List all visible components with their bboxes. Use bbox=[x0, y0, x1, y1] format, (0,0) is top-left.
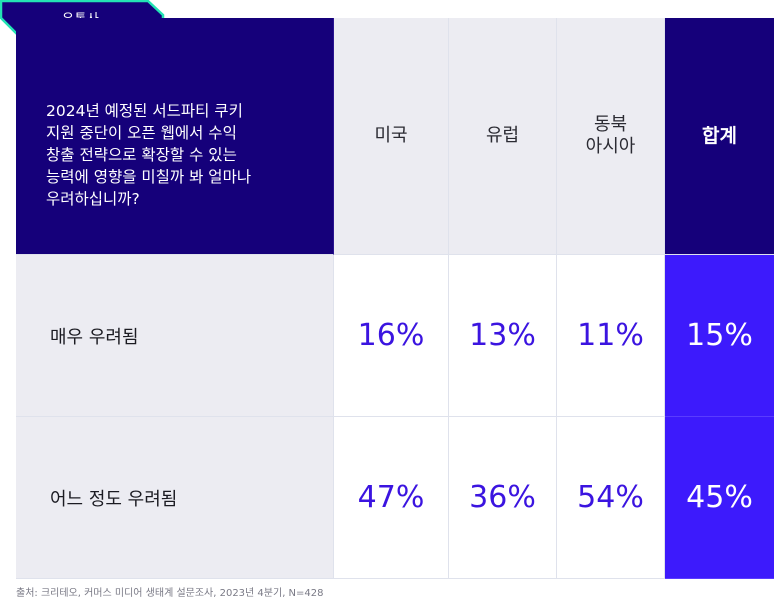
total-value-cell: 45% bbox=[665, 417, 774, 579]
column-header-total: 합계 bbox=[665, 18, 774, 255]
total-value-cell: 15% bbox=[665, 255, 774, 417]
value-cell: 16% bbox=[334, 255, 449, 417]
row-label-somewhat-concerned: 어느 정도 우려됨 bbox=[16, 417, 334, 579]
column-header-europe: 유럽 bbox=[449, 18, 557, 255]
value-cell: 13% bbox=[449, 255, 557, 417]
column-header-northeast-asia: 동북 아시아 bbox=[557, 18, 665, 255]
column-header-usa: 미국 bbox=[334, 18, 449, 255]
value-cell: 36% bbox=[449, 417, 557, 579]
value-cell: 47% bbox=[334, 417, 449, 579]
row-label-very-concerned: 매우 우려됨 bbox=[16, 255, 334, 417]
value-cell: 54% bbox=[557, 417, 665, 579]
value-cell: 11% bbox=[557, 255, 665, 417]
source-note: 출처: 크리테오, 커머스 미디어 생태계 설문조사, 2023년 4분기, N… bbox=[16, 588, 324, 599]
question-cell: 2024년 예정된 서드파티 쿠키 지원 중단이 오픈 웹에서 수익 창출 전략… bbox=[16, 18, 334, 255]
question-text: 2024년 예정된 서드파티 쿠키 지원 중단이 오픈 웹에서 수익 창출 전략… bbox=[46, 102, 252, 208]
survey-table: 2024년 예정된 서드파티 쿠키 지원 중단이 오픈 웹에서 수익 창출 전략… bbox=[16, 18, 774, 579]
